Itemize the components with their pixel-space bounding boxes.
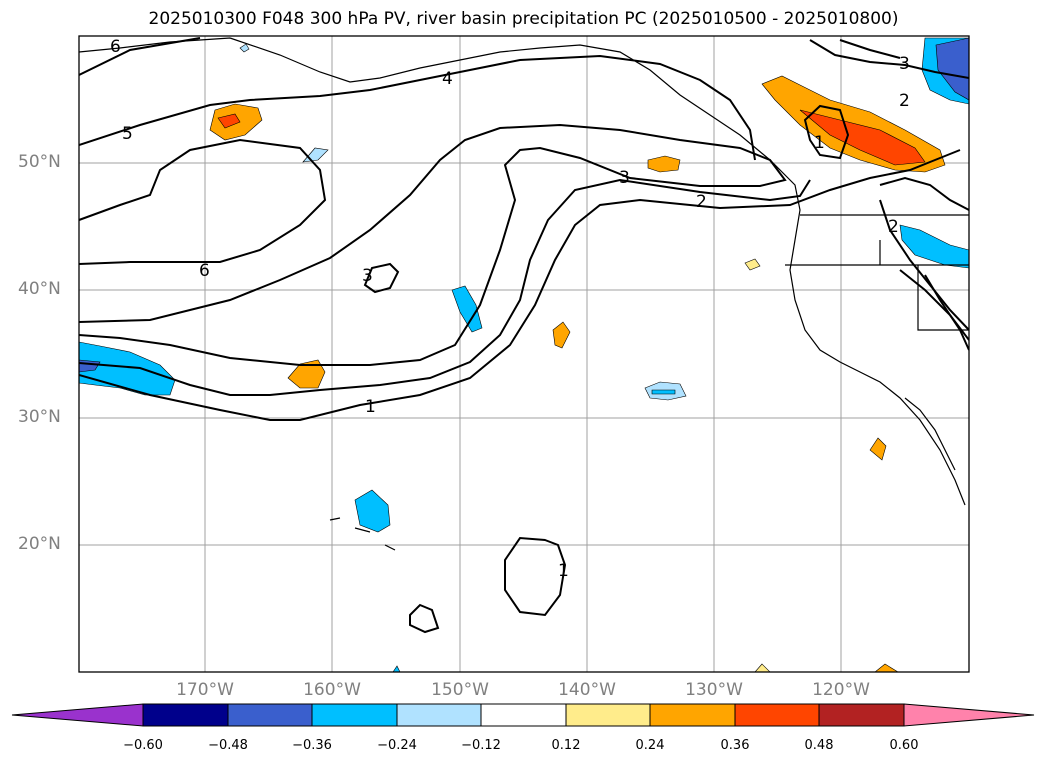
colorbar-tick-label: 0.60: [889, 738, 919, 753]
pv-contours: [79, 37, 969, 634]
graticule: [79, 36, 969, 672]
colorbar-tick-label: 0.24: [635, 738, 665, 753]
contour-label: 3: [619, 168, 630, 188]
precip-shading: [79, 37, 969, 672]
contour-label: 3: [362, 266, 373, 286]
lon-label: 150°W: [431, 680, 489, 700]
colorbar-tick-label: −0.48: [208, 738, 248, 753]
colorbar: [11, 703, 1035, 727]
contour-labels: 6 5 4 6 3 2 3 2 1 1 3 2 1: [110, 37, 910, 581]
lon-label: 130°W: [685, 680, 743, 700]
map-frame: [78, 35, 970, 673]
contour-label: 1: [365, 397, 376, 417]
contour-label: 6: [199, 261, 210, 281]
colorbar-tick-label: 0.48: [804, 738, 834, 753]
map-title: 2025010300 F048 300 hPa PV, river basin …: [148, 9, 899, 29]
lat-label: 30°N: [18, 407, 61, 427]
lon-label: 140°W: [558, 680, 616, 700]
contour-label: 2: [888, 217, 899, 237]
contour-label: 3: [899, 54, 910, 74]
colorbar-tick-label: 0.12: [551, 738, 581, 753]
colorbar-tick-label: −0.36: [292, 738, 332, 753]
contour-label: 1: [558, 561, 569, 581]
contour-label: 4: [442, 69, 453, 89]
contour-label: 6: [110, 37, 121, 57]
colorbar-extend-min: [11, 703, 144, 727]
lon-label: 160°W: [303, 680, 361, 700]
colorbar-tick-label: 0.36: [720, 738, 750, 753]
colorbar-extend-max: [903, 703, 1035, 727]
colorbar-tick-label: −0.60: [123, 738, 163, 753]
lat-label: 40°N: [18, 279, 61, 299]
contour-label: 2: [696, 192, 707, 212]
contour-label: 1: [814, 133, 825, 153]
lat-label: 50°N: [18, 152, 61, 172]
colorbar-tick-label: −0.12: [461, 738, 501, 753]
lon-label: 120°W: [812, 680, 870, 700]
lat-label: 20°N: [18, 534, 61, 554]
lon-label: 170°W: [176, 680, 234, 700]
contour-label: 2: [899, 91, 910, 111]
contour-label: 5: [122, 124, 133, 144]
colorbar-tick-label: −0.24: [377, 738, 417, 753]
